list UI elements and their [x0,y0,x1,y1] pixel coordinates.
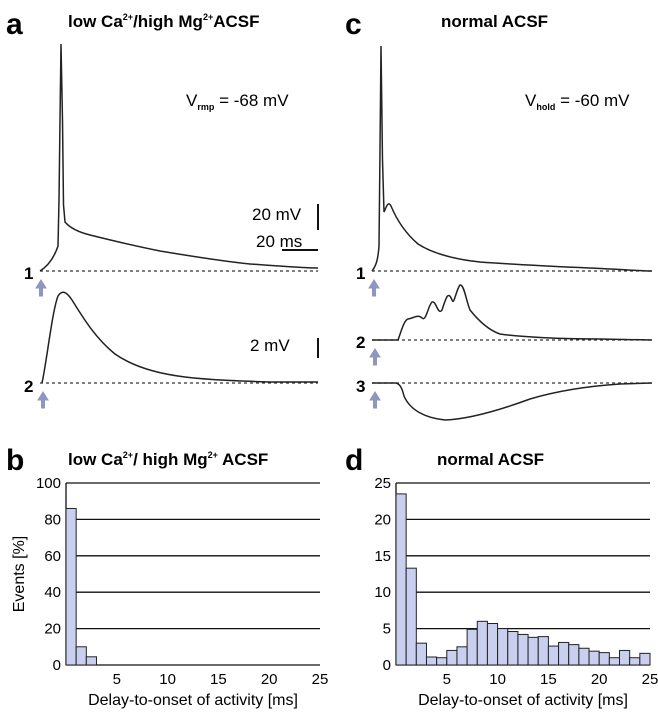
y-tick-label: 40 [44,584,61,601]
trace-a2-label: 2 [24,377,33,396]
panel-a-title: low Ca2+/high Mg2+ACSF [68,12,259,31]
bar [588,650,600,666]
stimulus-arrow-icon [369,348,381,366]
bar [436,657,448,666]
trace-c1 [371,45,653,272]
trace-c1-label: 1 [356,264,365,283]
trace-a2 [41,291,318,384]
trace-c3-label: 3 [356,377,365,396]
panel-b-title: low Ca2+/ high Mg2+ ACSF [68,450,268,469]
panel-c-label: c [345,8,362,41]
histogram-d: 0 5 10 15 20 25 5 10 15 20 25 Delay-to-onset of act… [374,475,658,709]
stimulus-arrow-icon [368,279,380,297]
bar [65,507,77,666]
y-tick-label: 100 [36,475,61,492]
x-tick-label: 25 [312,671,329,688]
y-tick-label: 20 [374,511,391,528]
panel-a-label: a [6,8,23,41]
x-tick-label: 10 [489,671,506,688]
x-tick-label: 20 [591,671,608,688]
histogram-b: 0 20 40 60 80 100 5 10 15 20 25 Delay-to-onset of a… [11,475,328,709]
panel-c-title: normal ACSF [441,12,548,31]
x-axis-label: Delay-to-onset of activity [ms] [88,692,298,709]
bar [537,636,549,666]
bar [456,646,468,666]
x-tick-label: 20 [261,671,278,688]
panel-d-label: d [345,444,363,477]
scale-20mv-label: 20 mV [252,205,302,224]
bar [395,493,407,666]
y-tick-label: 5 [383,621,391,638]
y-tick-label: 10 [374,584,391,601]
y-axis-label: Events [%] [11,536,28,612]
trace-a1 [39,43,319,272]
bar [578,647,590,666]
bar [415,642,427,666]
bar [425,656,438,666]
bar [476,620,488,666]
bar [598,652,610,666]
panel-a-vrmp: Vrmp = -68 mV [186,91,289,112]
y-tick-label: 0 [53,657,61,674]
bar [507,631,519,666]
bar [629,657,641,666]
bar [558,641,570,666]
bar [486,623,499,666]
trace-a1-label: 1 [24,264,33,283]
x-tick-label: 15 [210,671,227,688]
y-tick-label: 15 [374,548,391,565]
bar [405,567,417,666]
bar [75,646,87,666]
bar [608,657,621,666]
x-tick-label: 25 [642,671,658,688]
bar [466,628,478,666]
trace-c3 [372,382,653,421]
bar [85,656,97,666]
y-tick-label: 25 [374,475,391,492]
y-tick-label: 80 [44,511,61,528]
bar [568,644,580,666]
scale-2mv-label: 2 mV [250,336,290,355]
bar [517,633,529,666]
y-tick-label: 20 [44,621,61,638]
stimulus-arrow-icon [35,279,47,297]
x-axis-label: Delay-to-onset of activity [ms] [418,692,628,709]
trace-c2 [372,284,653,341]
x-tick-label: 10 [159,671,176,688]
x-tick-label: 5 [113,671,121,688]
bar [639,652,651,666]
bar [527,636,539,666]
stimulus-arrow-icon [369,391,381,409]
bar [497,628,509,666]
y-tick-label: 60 [44,548,61,565]
x-tick-label: 5 [443,671,451,688]
y-tick-label: 0 [383,657,391,674]
x-tick-label: 15 [540,671,557,688]
scale-20ms-label: 20 ms [256,232,302,251]
trace-c2-label: 2 [356,333,365,352]
panel-d-title: normal ACSF [437,450,544,469]
bar [619,649,631,666]
bar [446,649,458,666]
stimulus-arrow-icon [37,391,49,409]
bar [547,645,560,666]
panel-c-vhold: Vhold = -60 mV [525,91,630,112]
panel-b-label: b [6,444,24,477]
